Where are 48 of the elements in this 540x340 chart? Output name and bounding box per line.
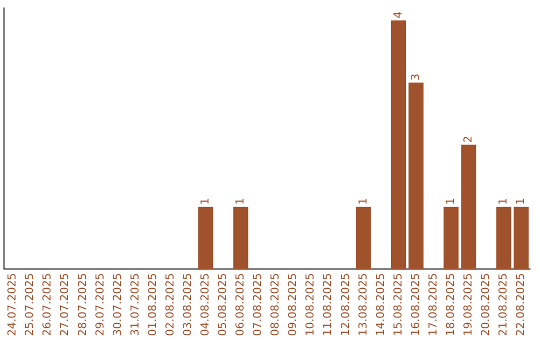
x-tick-label: 09.08.2025 — [286, 273, 300, 336]
x-tick-label: 21.08.2025 — [496, 273, 510, 336]
x-tick-label: 20.08.2025 — [479, 273, 492, 336]
x-tick-label: 29.07.2025 — [93, 273, 106, 336]
x-tick-label: 19.08.2025 — [461, 273, 474, 336]
x-tick-label: 30.07.2025 — [110, 273, 124, 336]
x-tick-label: 22.08.2025 — [514, 273, 528, 336]
x-tick-label: 14.08.2025 — [374, 273, 387, 336]
bar — [496, 206, 512, 270]
data-label: 1 — [444, 198, 457, 205]
data-label: 1 — [356, 198, 370, 205]
bar — [198, 206, 214, 270]
x-tick-label: 12.08.2025 — [338, 273, 352, 336]
x-tick-label: 02.08.2025 — [163, 273, 176, 336]
bar — [461, 144, 476, 270]
x-tick-label: 16.08.2025 — [408, 273, 422, 336]
x-tick-label: 06.08.2025 — [234, 273, 247, 336]
data-label: 1 — [496, 198, 510, 205]
data-label: 2 — [461, 136, 474, 143]
x-tick-label: 05.08.2025 — [216, 273, 230, 336]
x-tick-label: 13.08.2025 — [356, 273, 370, 336]
x-tick-label: 17.08.2025 — [426, 273, 440, 336]
bar — [514, 206, 529, 270]
x-tick-label: 27.07.2025 — [58, 273, 72, 336]
x-tick-label: 31.07.2025 — [128, 273, 142, 336]
bar — [444, 206, 459, 270]
x-tick-label: 18.08.2025 — [444, 273, 457, 336]
x-tick-label: 26.07.2025 — [40, 273, 54, 336]
data-label: 4 — [391, 11, 404, 18]
x-tick-label: 04.08.2025 — [198, 273, 212, 336]
x-tick-label: 10.08.2025 — [304, 273, 317, 336]
x-tick-label: 11.08.2025 — [321, 273, 334, 336]
x-tick-label: 15.08.2025 — [391, 273, 404, 336]
x-tick-label: 08.08.2025 — [268, 273, 282, 336]
x-tick-label: 01.08.2025 — [146, 273, 159, 336]
bar — [408, 82, 424, 270]
bar — [356, 206, 371, 270]
data-label: 3 — [408, 74, 422, 81]
x-tick-label: 07.08.2025 — [251, 273, 264, 336]
data-label: 1 — [234, 198, 247, 205]
x-tick-label: 25.07.2025 — [23, 273, 36, 336]
bar — [233, 206, 248, 270]
x-tick-label: 03.08.2025 — [180, 273, 194, 336]
x-tick-label: 28.07.2025 — [76, 273, 89, 336]
data-label: 1 — [198, 198, 212, 205]
bar — [391, 20, 406, 270]
data-label: 1 — [514, 198, 528, 205]
x-tick-label: 24.07.2025 — [6, 273, 19, 336]
